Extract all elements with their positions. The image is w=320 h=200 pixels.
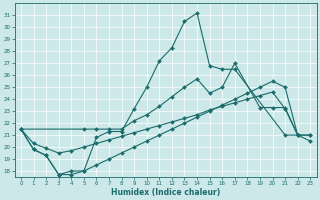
X-axis label: Humidex (Indice chaleur): Humidex (Indice chaleur) (111, 188, 220, 197)
